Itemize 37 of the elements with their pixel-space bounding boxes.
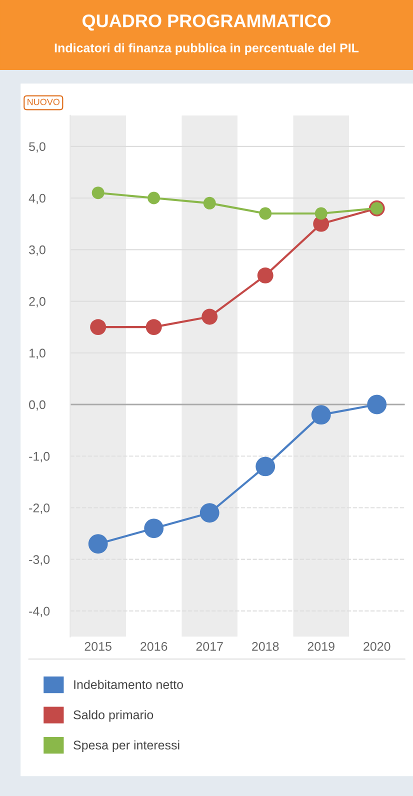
point [314,207,328,220]
point [88,534,108,554]
point [200,503,220,523]
point [144,518,164,538]
y-tick-label: 0,0 [29,400,46,411]
point [202,308,218,325]
x-tick-label: 2019 [308,642,334,651]
point [311,405,331,425]
y-tick-label: -2,0 [29,504,50,514]
y-tick-label: -3,0 [29,555,50,566]
y-tick-label: 3,0 [29,245,46,256]
point [203,196,216,210]
y-tick-label: 4,0 [28,194,46,204]
point [257,267,274,284]
text: NUOVO [28,98,60,106]
point [148,192,160,204]
y-tick-label: -1,0 [29,452,50,462]
x-tick-label: 2017 [196,642,223,651]
legend-label: Saldo primario [74,710,154,722]
y-tick-label: 2,0 [29,297,46,308]
x-tick-label: 2018 [252,642,279,651]
y-tick-label: 5,0 [29,142,46,153]
chart-subtitle: Indicatori di finanza pubblica in percentuale del PIL [54,43,359,55]
x-tick-label: 2015 [84,642,112,651]
x-tick-label: 2016 [140,642,168,651]
point [92,186,104,200]
legend-label: Spesa per interessi [74,740,180,752]
legend-label: Indebitamento netto [74,680,184,690]
point [90,319,106,336]
x-tick-label: 2020 [364,642,390,651]
point [146,319,162,336]
point [259,207,272,220]
y-tick-label: -4,0 [29,606,50,618]
y-tick-label: 1,0 [29,348,46,360]
chart-title: QUADRO PROGRAMMATICO [82,14,330,31]
point [256,456,276,476]
point [367,394,387,414]
